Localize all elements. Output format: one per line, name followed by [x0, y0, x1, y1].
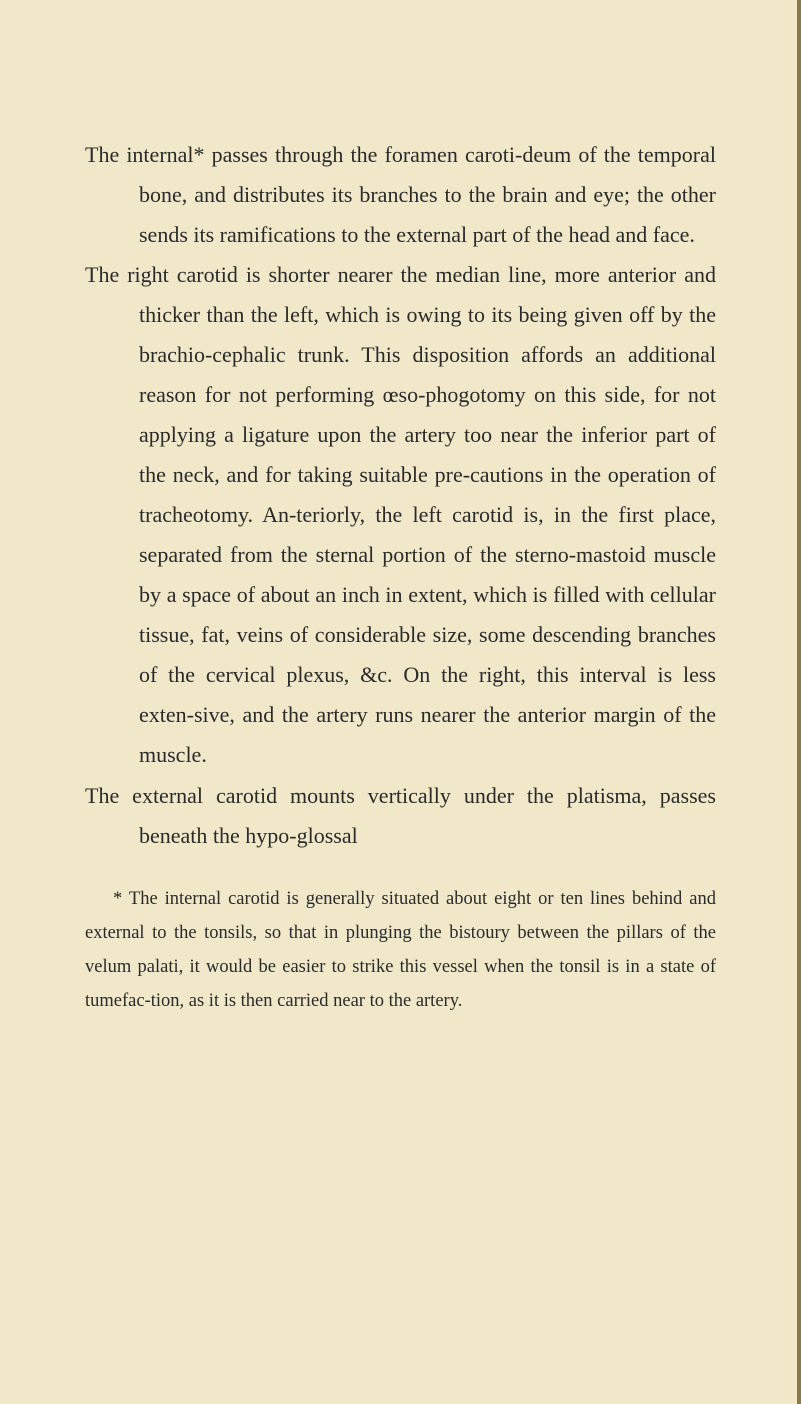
footnote: * The internal carotid is generally situ…	[85, 882, 716, 1019]
body-paragraph-1: The internal* passes through the foramen…	[85, 135, 716, 255]
page-edge-decoration	[797, 0, 801, 1404]
body-paragraph-2: The right carotid is shorter nearer the …	[85, 255, 716, 775]
body-paragraph-3: The external carotid mounts vertically u…	[85, 776, 716, 856]
